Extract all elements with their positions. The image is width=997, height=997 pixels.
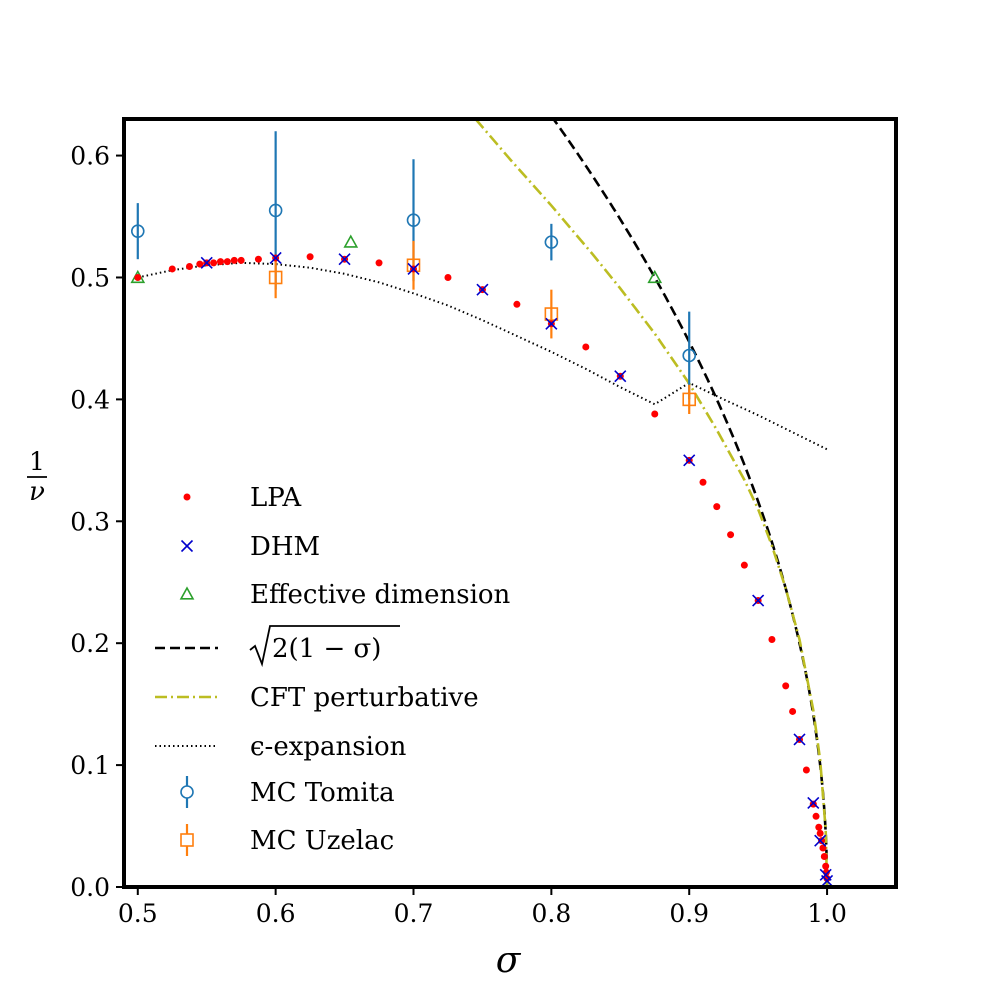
lpa-point — [789, 707, 797, 715]
legend-lpa-label: LPA — [250, 483, 302, 513]
cft-line — [474, 119, 829, 887]
legend-tomita-marker — [180, 785, 194, 799]
lpa-point — [818, 837, 826, 845]
sqrt-line — [551, 119, 829, 887]
eps-expansion-line — [137, 261, 828, 451]
lpa-point — [185, 263, 193, 271]
lpa-point — [816, 829, 824, 837]
legend-uzelac-marker — [180, 833, 194, 847]
dhm-point — [338, 253, 351, 266]
tomita-point — [268, 203, 283, 218]
lpa-point — [306, 253, 314, 261]
lpa-point — [582, 343, 590, 351]
x-axis-label: σ — [496, 940, 522, 981]
dhm-point — [752, 594, 765, 607]
legend-eps-label: ϵ-expansion — [250, 732, 407, 762]
lpa-point — [168, 265, 176, 273]
lpa-point — [223, 258, 231, 266]
lpa-point — [513, 300, 521, 308]
lpa-point — [768, 636, 776, 644]
y-axis-label-numerator: 1 — [29, 447, 45, 476]
lpa-point — [809, 800, 817, 808]
legend-dhm-label: DHM — [250, 532, 320, 562]
y-axis-label-denominator: ν — [29, 477, 45, 507]
lpa-point — [444, 273, 452, 281]
lpa-point — [196, 260, 204, 268]
tomita-point — [544, 235, 559, 249]
x-tick-label: 1.0 — [807, 899, 847, 928]
lpa-point — [802, 766, 810, 774]
x-tick-label: 0.6 — [256, 899, 296, 928]
lpa-point — [740, 561, 748, 569]
x-tick-label: 0.5 — [118, 899, 158, 928]
lpa-point — [217, 258, 224, 266]
plot-area — [130, 119, 834, 887]
lpa-point — [713, 503, 721, 511]
legend-tomita-label: MC Tomita — [250, 778, 395, 808]
legend-sqrt-label-group: 2(1 − σ) — [249, 625, 400, 668]
legend: LPA DHM Effective dimension 2(1 − σ) CFT per… — [155, 483, 511, 856]
dhm-point — [476, 283, 489, 296]
legend-cft-label: CFT perturbative — [250, 683, 479, 713]
y-tick-label: 0.4 — [70, 385, 110, 414]
y-tick-label: 0.0 — [70, 873, 110, 902]
legend-effective-marker — [179, 586, 195, 600]
uzelac-point — [682, 392, 697, 407]
lpa-point — [210, 259, 218, 267]
dhm-point — [407, 262, 420, 276]
uzelac-point — [268, 270, 283, 285]
lpa-point — [237, 256, 245, 264]
dhm-point — [807, 796, 820, 809]
dhm-point — [814, 834, 827, 847]
lpa-point — [254, 255, 262, 263]
lpa-point — [820, 853, 828, 861]
dhm-point — [793, 733, 806, 746]
effective-point — [647, 269, 663, 284]
dhm-point — [269, 251, 282, 265]
y-tick-label: 0.1 — [70, 751, 110, 780]
lpa-point — [230, 256, 238, 264]
y-tick-label: 0.6 — [70, 142, 110, 171]
y-tick-label: 0.5 — [70, 263, 110, 292]
tomita-point — [406, 213, 421, 227]
dhm-point — [821, 874, 834, 887]
dhm-point — [614, 370, 627, 383]
lpa-point — [699, 478, 707, 486]
lpa-point — [812, 812, 820, 820]
legend-effective-label: Effective dimension — [250, 580, 511, 610]
legend-uzelac-label: MC Uzelac — [250, 826, 394, 856]
lpa-point — [375, 259, 383, 267]
dhm-point — [683, 454, 696, 467]
uzelac-point — [544, 307, 559, 321]
legend-lpa-marker — [183, 493, 191, 501]
x-tick-label: 0.9 — [669, 899, 709, 928]
lpa-point — [822, 862, 830, 870]
lpa-point — [727, 531, 735, 539]
y-tick-label: 0.2 — [70, 629, 110, 658]
effective-point — [343, 234, 359, 248]
y-tick-label: 0.3 — [70, 507, 110, 536]
plot-frame — [122, 117, 898, 889]
x-tick-label: 0.8 — [531, 899, 571, 928]
lpa-point — [782, 682, 790, 690]
tomita-point — [682, 348, 697, 363]
axes: 0.5 0.6 0.7 0.8 0.9 1.0 0.0 0.1 0.2 0.3 0.4 0.5 0.6 σ… — [27, 117, 898, 981]
dhm-point — [200, 256, 213, 269]
legend-dhm-marker — [180, 539, 194, 553]
tomita-point — [130, 224, 145, 238]
dhm-point — [545, 317, 558, 330]
x-tick-label: 0.7 — [394, 899, 434, 928]
legend-sqrt-label: 2(1 − σ) — [272, 634, 381, 664]
lpa-point — [651, 410, 659, 418]
sqrt-radical-icon — [249, 625, 400, 668]
lpa-point — [134, 273, 142, 281]
lpa-point — [815, 823, 823, 831]
